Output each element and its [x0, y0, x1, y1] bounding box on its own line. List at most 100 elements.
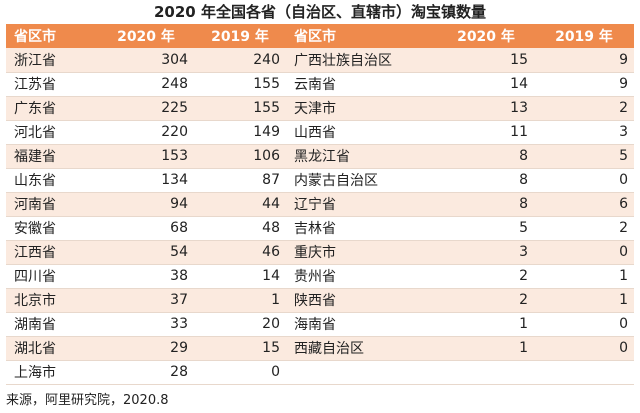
count-cell: 2 [438, 264, 534, 289]
table-row: 安徽省 68 48 吉林省 5 2 [6, 216, 634, 241]
count-cell: 6 [534, 192, 634, 217]
count-cell: 1 [438, 336, 534, 361]
province-cell: 广西壮族自治区 [286, 48, 438, 73]
count-cell: 2 [438, 288, 534, 313]
province-cell [286, 360, 438, 385]
count-cell: 44 [194, 192, 286, 217]
table-row: 上海市 28 0 [6, 360, 634, 385]
province-cell: 河南省 [6, 192, 98, 217]
province-cell: 天津市 [286, 96, 438, 121]
count-cell: 37 [98, 288, 194, 313]
count-cell: 149 [194, 120, 286, 145]
count-cell: 11 [438, 120, 534, 145]
count-cell: 248 [98, 72, 194, 97]
count-cell: 8 [438, 192, 534, 217]
count-cell: 0 [534, 336, 634, 361]
province-cell: 江苏省 [6, 72, 98, 97]
count-cell: 1 [438, 312, 534, 337]
count-cell: 2 [534, 96, 634, 121]
province-cell: 吉林省 [286, 216, 438, 241]
table-row: 江西省 54 46 重庆市 3 0 [6, 240, 634, 265]
count-cell [534, 360, 634, 385]
count-cell: 106 [194, 144, 286, 169]
count-cell: 153 [98, 144, 194, 169]
province-cell: 河北省 [6, 120, 98, 145]
count-cell: 5 [438, 216, 534, 241]
count-cell: 38 [98, 264, 194, 289]
count-cell: 94 [98, 192, 194, 217]
province-cell: 辽宁省 [286, 192, 438, 217]
count-cell: 225 [98, 96, 194, 121]
count-cell: 134 [98, 168, 194, 193]
count-cell: 54 [98, 240, 194, 265]
province-cell: 四川省 [6, 264, 98, 289]
province-cell: 浙江省 [6, 48, 98, 73]
count-cell: 0 [534, 168, 634, 193]
header-row: 省区市 2020 年 2019 年省区市 2020 年 2019 年 [6, 24, 634, 48]
province-cell: 江西省 [6, 240, 98, 265]
province-cell: 内蒙古自治区 [286, 168, 438, 193]
province-cell: 海南省 [286, 312, 438, 337]
province-cell: 西藏自治区 [286, 336, 438, 361]
count-cell: 46 [194, 240, 286, 265]
count-cell: 87 [194, 168, 286, 193]
province-cell: 湖北省 [6, 336, 98, 361]
province-cell: 陕西省 [286, 288, 438, 313]
count-cell: 3 [438, 240, 534, 265]
count-cell [438, 360, 534, 385]
table-row: 湖北省 29 15 西藏自治区 1 0 [6, 336, 634, 361]
count-cell: 1 [194, 288, 286, 313]
province-cell: 上海市 [6, 360, 98, 385]
count-cell: 28 [98, 360, 194, 385]
count-cell: 9 [534, 48, 634, 73]
count-cell: 0 [534, 240, 634, 265]
province-cell: 安徽省 [6, 216, 98, 241]
table-row: 四川省 38 14 贵州省 2 1 [6, 264, 634, 289]
province-cell: 贵州省 [286, 264, 438, 289]
header-cell: 2020 年 [438, 24, 534, 48]
table-row: 河北省 220 149 山西省 11 3 [6, 120, 634, 145]
table-row: 福建省 153 106 黑龙江省 8 5 [6, 144, 634, 169]
table-row: 广东省 225 155 天津市 13 2 [6, 96, 634, 121]
count-cell: 15 [438, 48, 534, 73]
count-cell: 155 [194, 96, 286, 121]
count-cell: 240 [194, 48, 286, 73]
count-cell: 13 [438, 96, 534, 121]
count-cell: 8 [438, 168, 534, 193]
count-cell: 33 [98, 312, 194, 337]
header-cell: 2020 年 [98, 24, 194, 48]
count-cell: 3 [534, 120, 634, 145]
count-cell: 14 [194, 264, 286, 289]
table-row: 河南省 94 44 辽宁省 8 6 [6, 192, 634, 217]
table-row: 北京市 37 1 陕西省 2 1 [6, 288, 634, 313]
count-cell: 220 [98, 120, 194, 145]
province-cell: 北京市 [6, 288, 98, 313]
count-cell: 5 [534, 144, 634, 169]
province-cell: 广东省 [6, 96, 98, 121]
count-cell: 1 [534, 288, 634, 313]
header-cell: 2019 年 [534, 24, 634, 48]
table-body: 浙江省 304 240 广西壮族自治区 15 9 江苏省 248 155 云南省 14 9 广东省 225… [6, 48, 634, 385]
count-cell: 0 [194, 360, 286, 385]
header-cell: 省区市 [286, 24, 438, 48]
count-cell: 9 [534, 72, 634, 97]
table-title: 2020 年全国各省（自治区、直辖市）淘宝镇数量 [154, 3, 486, 21]
source-note: 来源，阿里研究院，2020.8 [6, 392, 169, 408]
table: 省区市 2020 年 2019 年省区市 2020 年 2019 年 浙江省 304 240… [6, 24, 634, 385]
province-cell: 黑龙江省 [286, 144, 438, 169]
province-cell: 福建省 [6, 144, 98, 169]
count-cell: 68 [98, 216, 194, 241]
province-cell: 重庆市 [286, 240, 438, 265]
count-cell: 20 [194, 312, 286, 337]
table-row: 江苏省 248 155 云南省 14 9 [6, 72, 634, 97]
header-cell: 2019 年 [194, 24, 286, 48]
table-row: 山东省 134 87 内蒙古自治区 8 0 [6, 168, 634, 193]
province-cell: 云南省 [286, 72, 438, 97]
count-cell: 29 [98, 336, 194, 361]
count-cell: 15 [194, 336, 286, 361]
header-cell: 省区市 [6, 24, 98, 48]
province-cell: 山东省 [6, 168, 98, 193]
count-cell: 1 [534, 264, 634, 289]
count-cell: 2 [534, 216, 634, 241]
